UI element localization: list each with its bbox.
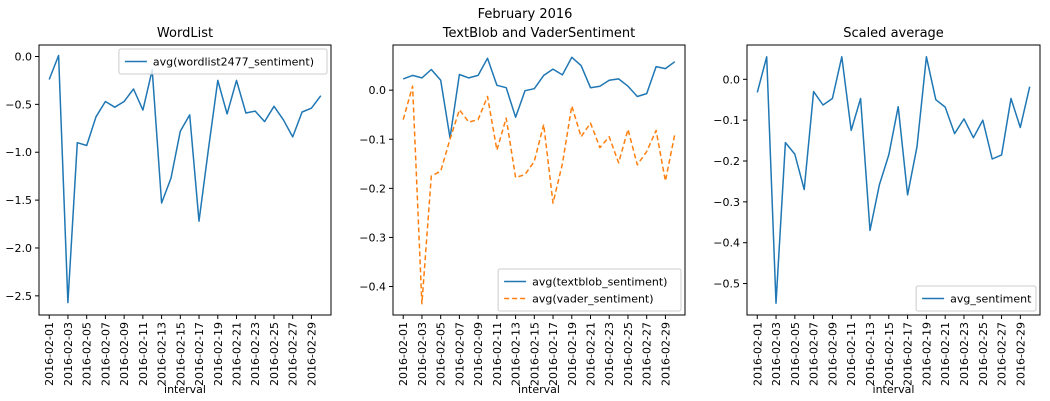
y-tick-label: −0.1	[359, 133, 386, 146]
x-tick-label: 2016-02-07	[453, 322, 466, 386]
x-tick-label: 2016-02-23	[603, 322, 616, 386]
legend-label: avg_sentiment	[950, 293, 1032, 306]
series-line-1	[402, 56, 676, 139]
x-axis-label: interval	[518, 383, 560, 396]
legend-box	[497, 268, 682, 312]
x-tick-label: 2016-02-03	[416, 322, 429, 386]
plot-frame	[392, 44, 686, 316]
y-tick-label: −0.3	[359, 231, 386, 244]
y-tick-label: 0.0	[723, 73, 741, 86]
y-tick-label: −0.4	[713, 237, 740, 250]
chart-panel-2: TextBlob and VaderSentiment 0.0 −0.1 −0.2 −0…	[359, 26, 686, 396]
y-tick-label: −2.0	[5, 242, 32, 255]
x-tick-label: 2016-02-27	[287, 322, 300, 386]
x-tick-label: 2016-02-17	[902, 322, 915, 386]
figure-suptitle: February 2016	[478, 7, 573, 22]
y-tick-label: −1.0	[5, 146, 32, 159]
x-tick-label: 2016-02-25	[622, 322, 635, 386]
chart-title: WordList	[157, 26, 213, 41]
y-tick-label: −2.5	[5, 290, 32, 303]
x-tick-label: 2016-02-05	[435, 322, 448, 386]
y-tick-label: 0.0	[15, 50, 33, 63]
x-tick-label: 2016-02-15	[174, 322, 187, 386]
x-tick-label: 2016-02-29	[659, 322, 672, 386]
x-tick-label: 2016-02-27	[996, 322, 1009, 386]
x-tick-label: 2016-02-25	[977, 322, 990, 386]
x-tick-label: 2016-02-03	[770, 322, 783, 386]
x-tick-label: 2016-02-11	[491, 322, 504, 386]
chart-panel-3: Scaled average 0.0 −0.1 −0.2 −0.3 −0.4 −0.5 201…	[713, 26, 1041, 396]
x-tick-label: 2016-02-01	[397, 322, 410, 386]
y-tick-label: −0.4	[359, 281, 386, 294]
x-tick-label: 2016-02-05	[789, 322, 802, 386]
x-tick-label: 2016-02-21	[939, 322, 952, 386]
y-tick-label: −0.5	[5, 98, 32, 111]
series-line-1	[756, 56, 1031, 304]
legend-label: avg(wordlist2477_sentiment)	[153, 56, 314, 69]
x-tick-label: 2016-02-27	[641, 322, 654, 386]
chart-title: TextBlob and VaderSentiment	[442, 26, 635, 41]
x-axis-label: interval	[873, 383, 915, 396]
legend-label: avg(vader_sentiment)	[532, 293, 653, 306]
x-tick-label: 2016-02-11	[137, 322, 150, 386]
x-tick-label: 2016-02-25	[268, 322, 281, 386]
x-tick-label: 2016-02-21	[231, 322, 244, 386]
x-tick-label: 2016-02-29	[1014, 322, 1027, 386]
plot-frame	[746, 44, 1041, 316]
y-tick-label: −1.5	[5, 194, 32, 207]
legend: avg(wordlist2477_sentiment)	[118, 48, 328, 75]
x-tick-label: 2016-02-11	[845, 322, 858, 386]
x-tick-label: 2016-02-05	[81, 322, 94, 386]
x-tick-label: 2016-02-21	[585, 322, 598, 386]
x-tick-label: 2016-02-07	[99, 322, 112, 386]
x-tick-label: 2016-02-17	[193, 322, 206, 386]
x-tick-label: 2016-02-15	[883, 322, 896, 386]
x-tick-label: 2016-02-03	[62, 322, 75, 386]
x-tick-label: 2016-02-01	[43, 322, 56, 386]
x-tick-label: 2016-02-19	[212, 322, 225, 386]
x-tick-label: 2016-02-29	[305, 322, 318, 386]
legend-box	[118, 48, 328, 75]
series-line-1	[48, 54, 322, 304]
y-tick-label: −0.3	[713, 196, 740, 209]
x-tick-label: 2016-02-13	[864, 322, 877, 386]
series-line-2	[402, 85, 676, 305]
x-tick-label: 2016-02-09	[472, 322, 485, 386]
x-tick-label: 2016-02-23	[249, 322, 262, 386]
y-tick-label: −0.5	[713, 278, 740, 291]
chart-title: Scaled average	[843, 26, 944, 41]
x-tick-label: 2016-02-07	[808, 322, 821, 386]
x-tick-label: 2016-02-09	[118, 322, 131, 386]
x-tick-label: 2016-02-01	[751, 322, 764, 386]
legend-box	[915, 285, 1037, 312]
plot-frame	[38, 44, 332, 316]
y-tick-label: −0.2	[359, 182, 386, 195]
x-tick-label: 2016-02-23	[958, 322, 971, 386]
y-tick-label: −0.1	[713, 114, 740, 127]
x-tick-label: 2016-02-19	[566, 322, 579, 386]
x-tick-label: 2016-02-17	[547, 322, 560, 386]
x-tick-label: 2016-02-09	[826, 322, 839, 386]
legend-label: avg(textblob_sentiment)	[532, 276, 667, 289]
x-tick-label: 2016-02-13	[156, 322, 169, 386]
x-tick-label: 2016-02-15	[528, 322, 541, 386]
x-axis-label: interval	[164, 383, 206, 396]
x-tick-label: 2016-02-19	[920, 322, 933, 386]
legend: avg_sentiment	[915, 285, 1037, 312]
x-tick-label: 2016-02-13	[510, 322, 523, 386]
legend: avg(textblob_sentiment) avg(vader_sentime…	[497, 268, 682, 312]
panels: WordList 0.0 −0.5 −1.0 −1.5 −2.0 −2.5 2016-02-0…	[5, 26, 1041, 396]
y-tick-label: −0.2	[713, 155, 740, 168]
y-tick-label: 0.0	[369, 84, 387, 97]
chart-panel-1: WordList 0.0 −0.5 −1.0 −1.5 −2.0 −2.5 2016-02-0…	[5, 26, 332, 396]
